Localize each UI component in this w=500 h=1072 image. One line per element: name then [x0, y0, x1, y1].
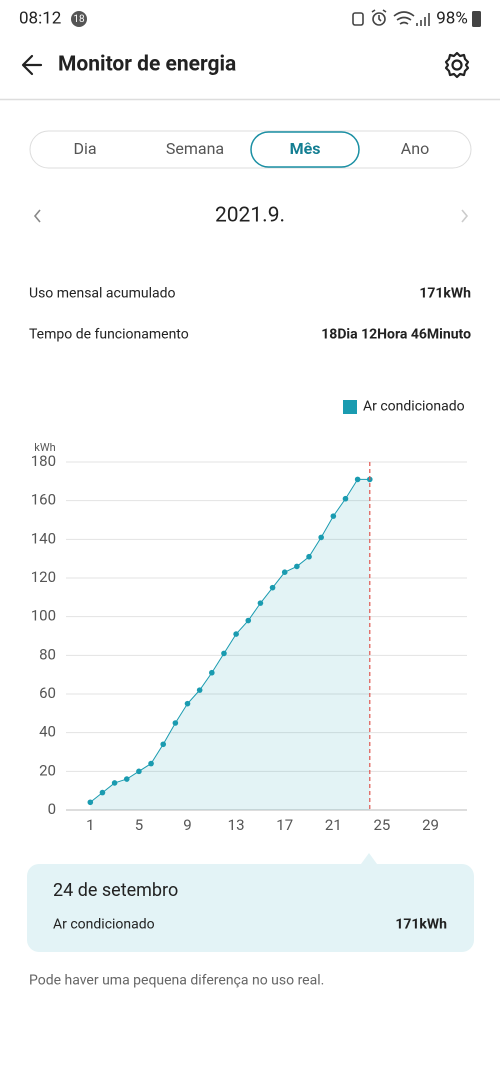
- y-tick-label: 140: [31, 529, 56, 547]
- point[interactable]: [148, 760, 154, 767]
- y-unit: kWh: [34, 441, 55, 454]
- summary-label: Uso mensal acumulado: [29, 286, 175, 302]
- battery-icon: [472, 11, 481, 27]
- y-tick-label: 180: [31, 452, 56, 470]
- y-tick-label: 20: [39, 761, 56, 779]
- point[interactable]: [123, 776, 130, 782]
- point[interactable]: [209, 669, 215, 676]
- x-tick-label: 5: [135, 816, 143, 834]
- y-tick-label: 80: [39, 645, 56, 663]
- point[interactable]: [172, 720, 179, 726]
- tooltip-title: 24 de setembro: [53, 880, 178, 901]
- notification-badge: 18: [73, 14, 85, 25]
- summary-value: 18Dia 12Hora 46Minuto: [321, 327, 471, 343]
- point[interactable]: [257, 600, 264, 606]
- point[interactable]: [294, 563, 300, 570]
- point[interactable]: [245, 617, 252, 624]
- point[interactable]: [184, 700, 191, 707]
- disclaimer: Pode haver uma pequena diferença no uso …: [29, 973, 324, 989]
- next-period[interactable]: [461, 209, 469, 223]
- point[interactable]: [306, 553, 312, 560]
- point[interactable]: [281, 569, 288, 575]
- x-tick-label: 1: [86, 816, 94, 834]
- tab-selected: [250, 131, 360, 168]
- legend-swatch: [343, 400, 357, 414]
- y-tick-label: 100: [31, 607, 56, 625]
- y-tick-label: 60: [39, 684, 56, 702]
- notification-badge-bg: [71, 11, 87, 27]
- y-tick-label: 120: [31, 568, 56, 586]
- point[interactable]: [342, 495, 349, 502]
- tab[interactable]: Semana: [166, 139, 224, 158]
- x-tick-label: 13: [228, 816, 245, 834]
- period-label: 2021.9.: [215, 204, 285, 228]
- prev-period[interactable]: [33, 209, 41, 223]
- back-button[interactable]: [21, 54, 43, 76]
- point[interactable]: [111, 780, 118, 786]
- tooltip-label: Ar condicionado: [53, 917, 155, 933]
- status-time: 08:12: [19, 8, 61, 28]
- x-tick-label: 21: [325, 816, 342, 834]
- point[interactable]: [99, 789, 106, 796]
- point[interactable]: [354, 476, 361, 483]
- point[interactable]: [269, 584, 276, 591]
- settings-button[interactable]: [444, 51, 470, 79]
- point[interactable]: [233, 631, 239, 637]
- battery-level: 98%: [436, 8, 468, 28]
- point[interactable]: [318, 534, 324, 541]
- y-tick-label: 160: [31, 491, 56, 509]
- y-tick-label: 0: [48, 800, 56, 818]
- y-tick-label: 40: [39, 723, 56, 741]
- point[interactable]: [136, 768, 142, 775]
- summary-value: 171kWh: [419, 286, 471, 302]
- tab[interactable]: Dia: [73, 139, 96, 158]
- legend-label: Ar condicionado: [363, 399, 465, 415]
- x-tick-label: 25: [374, 816, 391, 834]
- page-title: Monitor de energia: [58, 53, 236, 77]
- tooltip-value: 171kWh: [395, 917, 447, 933]
- x-tick-label: 17: [276, 816, 293, 834]
- status-icons: [352, 9, 430, 26]
- point[interactable]: [160, 741, 167, 748]
- point[interactable]: [87, 799, 94, 806]
- x-tick-label: 29: [422, 816, 439, 834]
- tab[interactable]: Ano: [401, 139, 429, 158]
- area: [90, 479, 370, 810]
- x-tick-label: 9: [183, 816, 191, 834]
- summary-label: Tempo de funcionamento: [29, 327, 189, 343]
- tooltip-box: [27, 853, 474, 952]
- point[interactable]: [330, 513, 337, 519]
- point[interactable]: [196, 687, 203, 693]
- tab[interactable]: Mês: [290, 139, 321, 158]
- point[interactable]: [221, 650, 227, 657]
